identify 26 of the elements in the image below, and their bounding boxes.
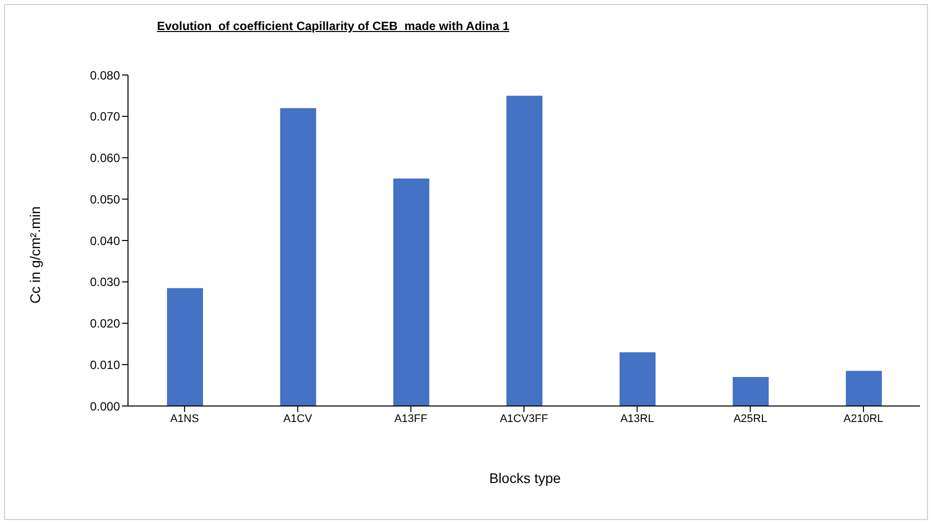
- x-tick-label: A210RL: [844, 412, 884, 425]
- bar: [620, 352, 656, 406]
- y-tick-label: 0.010: [90, 358, 120, 372]
- bar: [846, 370, 882, 406]
- bar: [393, 178, 430, 406]
- y-tick-label: 0.060: [90, 151, 120, 166]
- chart-title: Evolution of coefficient Capillarity of CEB made with Adina 1: [157, 19, 510, 33]
- y-tick-label: 0.040: [90, 234, 120, 248]
- bar: [280, 108, 316, 406]
- y-tick-label: 0.070: [90, 110, 120, 124]
- x-tick-label: A13FF: [394, 412, 428, 425]
- bar: [506, 96, 542, 406]
- y-tick-label: 0.020: [90, 316, 120, 331]
- x-tick-label: A1CV3FF: [500, 412, 548, 425]
- y-axis-title: Cc in g/cm².min: [27, 206, 43, 304]
- x-tick-label: A25RL: [733, 412, 768, 425]
- y-tick-label: 0.000: [90, 399, 120, 414]
- y-tick-label: 0.080: [90, 68, 120, 82]
- x-axis-title: Blocks type: [489, 470, 561, 486]
- x-tick-label: A1CV: [283, 412, 313, 425]
- y-tick-label: 0.050: [90, 192, 120, 206]
- bar: [167, 288, 203, 406]
- x-tick-label: A13RL: [620, 412, 654, 425]
- x-tick-label: A1NS: [170, 412, 199, 425]
- bar: [732, 377, 769, 406]
- y-tick-label: 0.030: [90, 275, 120, 290]
